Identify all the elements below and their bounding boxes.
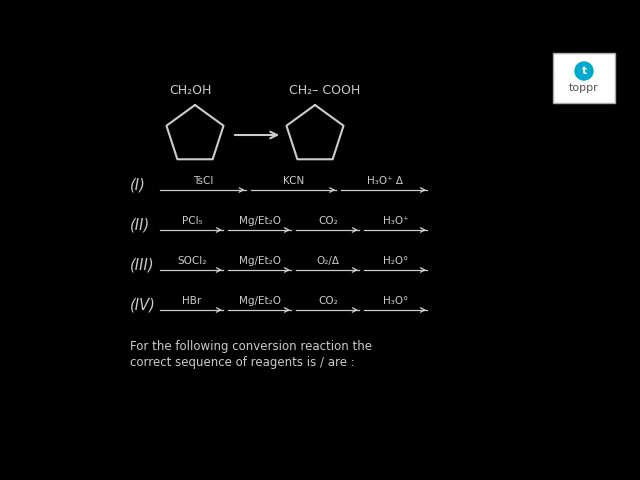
Bar	[553, 53, 615, 103]
Text: CO₂: CO₂	[318, 296, 338, 306]
Text: H₃O⁺: H₃O⁺	[383, 216, 409, 226]
Text: PCl₅: PCl₅	[182, 216, 202, 226]
Text: correct sequence of reagents is / are :: correct sequence of reagents is / are :	[130, 356, 355, 369]
Text: O₂/Δ: O₂/Δ	[317, 256, 339, 266]
Text: (IV): (IV)	[130, 298, 156, 312]
Text: TsCl: TsCl	[193, 176, 214, 186]
Text: (II): (II)	[130, 217, 150, 232]
Text: CO₂: CO₂	[318, 216, 338, 226]
Text: KCN: KCN	[284, 176, 305, 186]
Text: CH₂OH: CH₂OH	[169, 84, 211, 97]
Text: HBr: HBr	[182, 296, 202, 306]
Text: t: t	[581, 66, 587, 76]
Text: H₃O°: H₃O°	[383, 296, 409, 306]
Text: toppr: toppr	[569, 83, 599, 93]
Text: CH₂– COOH: CH₂– COOH	[289, 84, 360, 97]
Text: SOCl₂: SOCl₂	[177, 256, 207, 266]
Text: (III): (III)	[130, 257, 155, 273]
Text: H₂O°: H₂O°	[383, 256, 409, 266]
Circle shape	[575, 62, 593, 80]
Text: H₃O⁺ Δ: H₃O⁺ Δ	[367, 176, 403, 186]
Text: Mg/Et₂O: Mg/Et₂O	[239, 296, 281, 306]
Text: (I): (I)	[130, 178, 146, 192]
Text: For the following conversion reaction the: For the following conversion reaction th…	[130, 340, 372, 353]
Text: Mg/Et₂O: Mg/Et₂O	[239, 256, 281, 266]
Text: Mg/Et₂O: Mg/Et₂O	[239, 216, 281, 226]
